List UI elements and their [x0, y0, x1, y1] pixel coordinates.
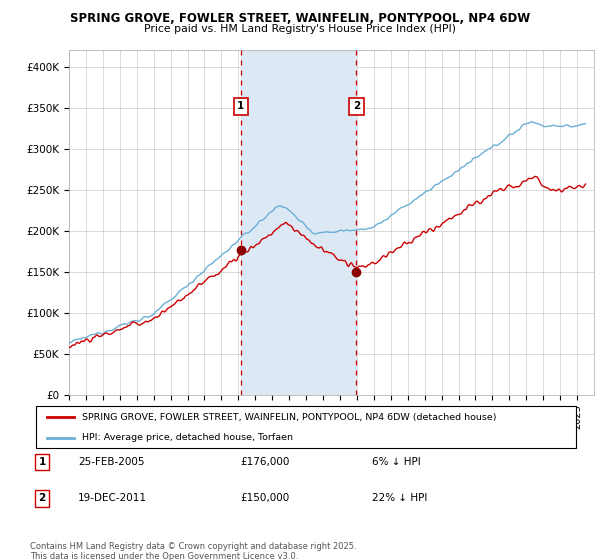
Text: Contains HM Land Registry data © Crown copyright and database right 2025.
This d: Contains HM Land Registry data © Crown c… [30, 542, 356, 560]
Text: £150,000: £150,000 [240, 493, 289, 503]
FancyBboxPatch shape [36, 406, 576, 448]
Text: 1: 1 [237, 101, 245, 111]
Text: 22% ↓ HPI: 22% ↓ HPI [372, 493, 427, 503]
Bar [241, 50, 356, 395]
Text: 2: 2 [353, 101, 360, 111]
Text: SPRING GROVE, FOWLER STREET, WAINFELIN, PONTYPOOL, NP4 6DW: SPRING GROVE, FOWLER STREET, WAINFELIN, … [70, 12, 530, 25]
Text: 25-FEB-2005: 25-FEB-2005 [78, 457, 145, 467]
Text: Price paid vs. HM Land Registry's House Price Index (HPI): Price paid vs. HM Land Registry's House … [144, 24, 456, 34]
Text: £176,000: £176,000 [240, 457, 289, 467]
Text: 19-DEC-2011: 19-DEC-2011 [78, 493, 147, 503]
Text: 1: 1 [38, 457, 46, 467]
Text: 6% ↓ HPI: 6% ↓ HPI [372, 457, 421, 467]
Text: HPI: Average price, detached house, Torfaen: HPI: Average price, detached house, Torf… [82, 433, 293, 442]
Text: SPRING GROVE, FOWLER STREET, WAINFELIN, PONTYPOOL, NP4 6DW (detached house): SPRING GROVE, FOWLER STREET, WAINFELIN, … [82, 413, 496, 422]
Text: 2: 2 [38, 493, 46, 503]
